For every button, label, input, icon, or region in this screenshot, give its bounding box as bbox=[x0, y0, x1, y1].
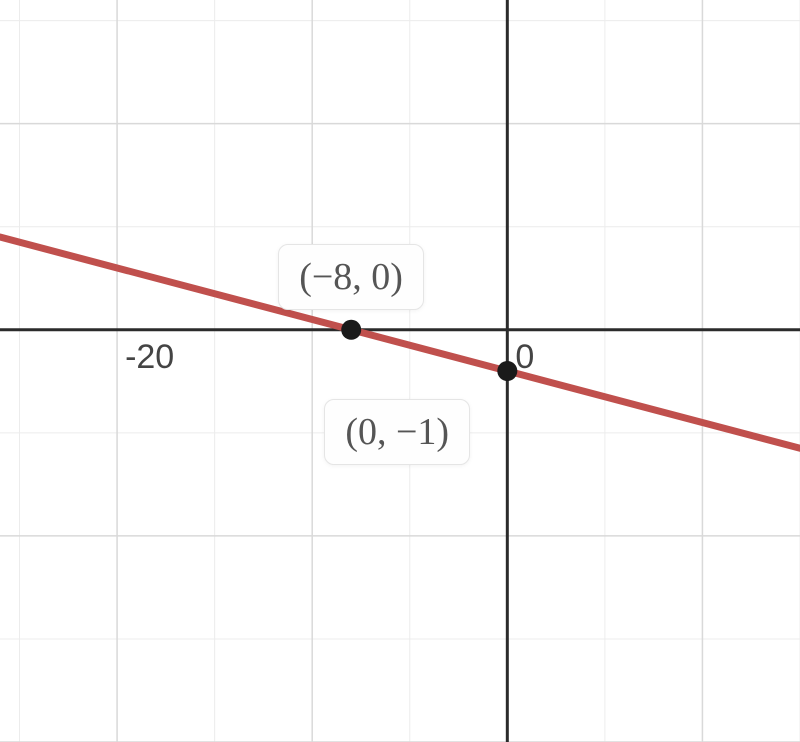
data-point bbox=[341, 320, 361, 340]
chart-svg bbox=[0, 0, 800, 742]
x-tick-label: 0 bbox=[515, 338, 534, 377]
point-tooltip: (−8, 0) bbox=[278, 244, 424, 310]
line-chart: -20 0 (−8, 0) (0, −1) bbox=[0, 0, 800, 742]
point-tooltip: (0, −1) bbox=[324, 399, 470, 465]
data-point bbox=[497, 361, 517, 381]
x-tick-label: -20 bbox=[125, 338, 174, 377]
